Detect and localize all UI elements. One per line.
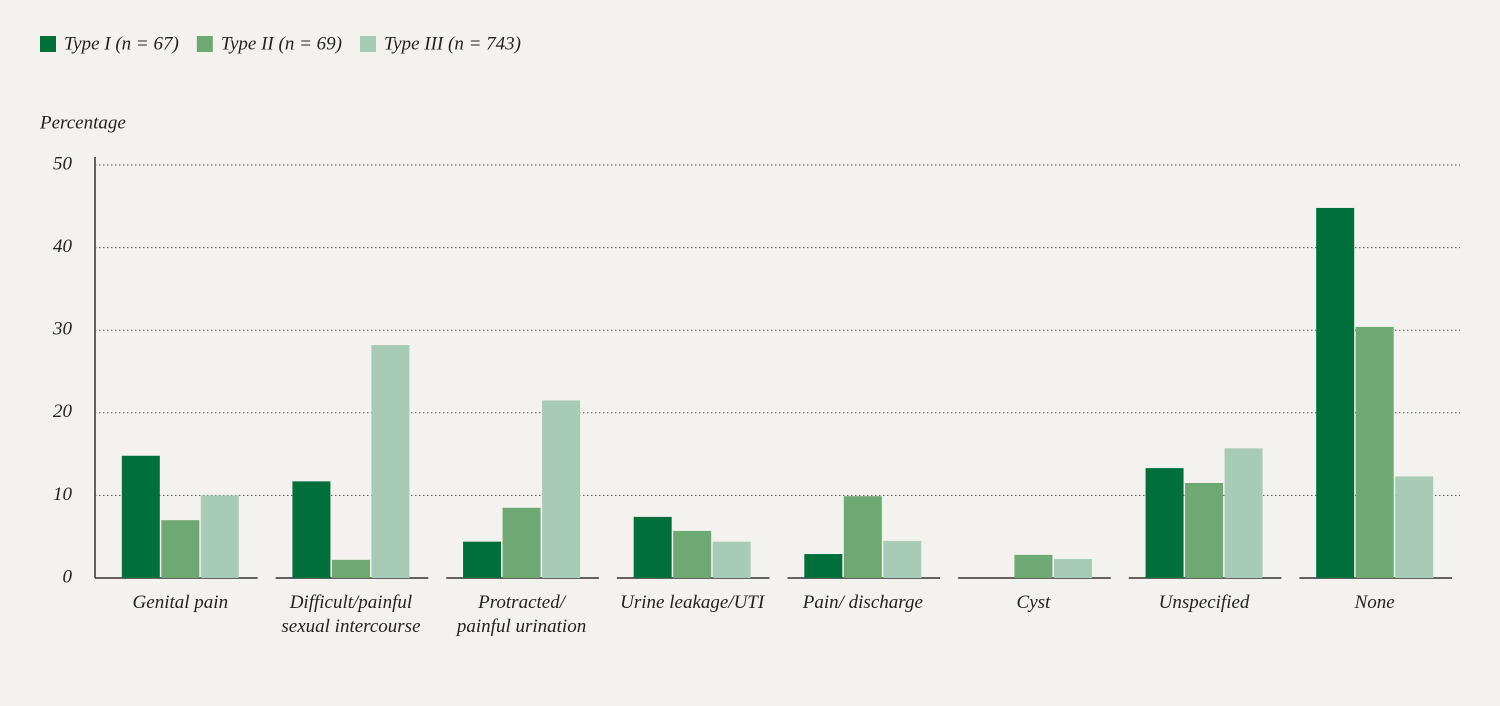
bar <box>161 520 200 578</box>
bar <box>712 541 751 578</box>
x-tick-label: Unspecified <box>1158 592 1250 613</box>
y-tick-label: 20 <box>53 401 73 422</box>
bar <box>843 496 882 578</box>
bar <box>200 495 239 578</box>
x-tick-label: Pain/ discharge <box>802 592 923 613</box>
bar <box>1185 483 1224 578</box>
legend-swatch <box>359 36 376 52</box>
bar <box>883 540 922 578</box>
x-tick-label: Difficult/painful sexual intercourse <box>281 592 421 637</box>
legend-swatch <box>40 36 56 52</box>
bar <box>502 507 541 578</box>
bar <box>673 530 712 578</box>
bar <box>292 481 331 578</box>
bar <box>331 559 370 578</box>
bar <box>804 554 843 578</box>
bar <box>1014 554 1053 578</box>
bar <box>371 345 410 578</box>
bar <box>633 516 672 578</box>
y-tick-label: 30 <box>52 319 73 340</box>
bar <box>1316 207 1355 578</box>
y-axis-label: Percentage <box>39 112 126 133</box>
y-tick-label: 0 <box>63 566 73 587</box>
y-tick-label: 50 <box>53 153 73 174</box>
x-tick-label: Genital pain <box>132 592 229 613</box>
bar <box>463 541 502 578</box>
y-tick-label: 40 <box>53 236 73 257</box>
x-tick-label: None <box>1354 592 1395 613</box>
x-tick-label: Protracted/ painful urination <box>456 592 587 637</box>
y-tick-label: 10 <box>53 484 73 505</box>
bar <box>1145 468 1184 578</box>
x-tick-label: Cyst <box>1016 592 1051 613</box>
bar <box>1224 448 1263 578</box>
legend-label: Type I (n = 67) <box>64 33 179 54</box>
legend-label: Type III (n = 743) <box>384 33 521 54</box>
bar <box>1053 559 1092 578</box>
legend-label: Type II (n = 69) <box>221 33 342 54</box>
bar <box>1395 476 1434 578</box>
bar <box>542 400 581 578</box>
x-tick-label: Urine leakage/UTI <box>620 592 765 613</box>
bar <box>121 455 160 578</box>
legend-swatch <box>196 36 213 52</box>
bar <box>1355 326 1394 578</box>
